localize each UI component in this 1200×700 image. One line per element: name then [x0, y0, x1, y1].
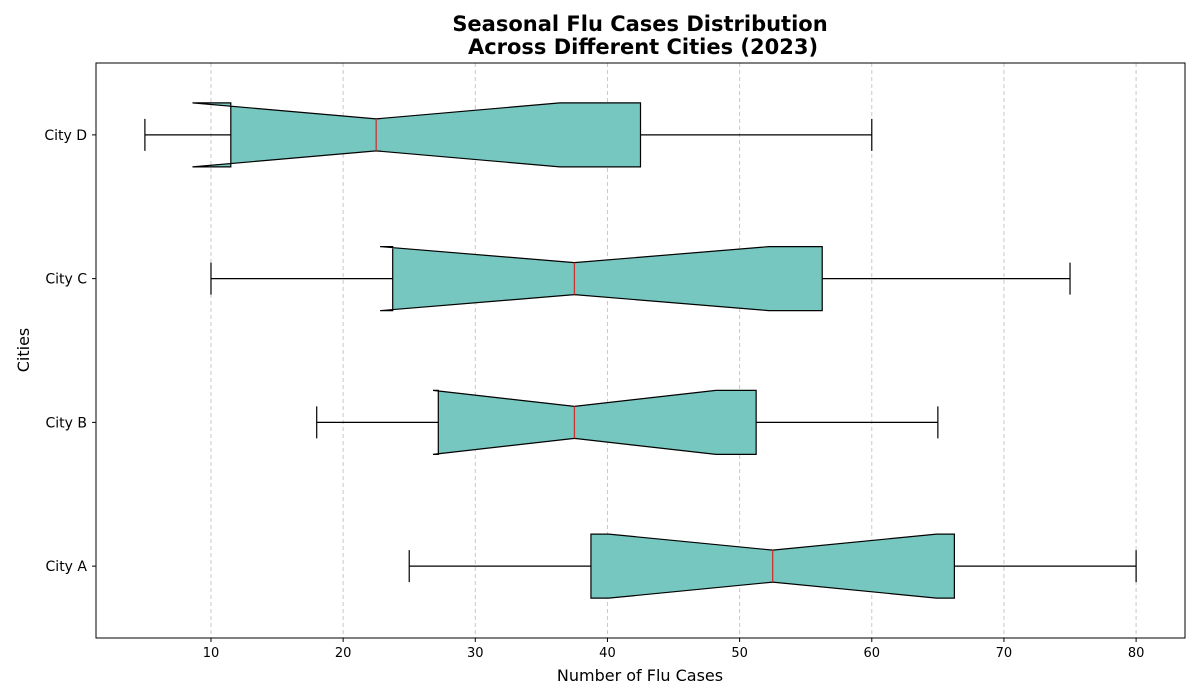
- x-tick-label: 20: [335, 646, 352, 661]
- y-axis-label: Cities: [14, 328, 33, 373]
- box-city-d: [144, 102, 873, 168]
- box-city-a: [408, 533, 1137, 599]
- x-tick-label: 70: [996, 646, 1013, 661]
- notched-box: [432, 389, 757, 455]
- box-series: [144, 102, 1137, 599]
- x-tick-label: 30: [467, 646, 484, 661]
- x-tick-label: 60: [864, 646, 881, 661]
- notched-box: [380, 246, 823, 312]
- plot-frame: [95, 62, 1186, 639]
- notched-box: [192, 102, 642, 168]
- y-tick-label: City A: [46, 559, 88, 575]
- x-axis-label: Number of Flu Cases: [557, 666, 723, 685]
- y-axis-ticks: City A City B City C City D: [44, 128, 96, 575]
- x-tick-label: 40: [599, 646, 616, 661]
- box-city-b: [316, 389, 939, 455]
- chart-title-line-1: Seasonal Flu Cases Distribution: [452, 12, 827, 36]
- y-tick-label: City C: [45, 272, 87, 288]
- chart-title-line-2: Across Different Cities (2023): [468, 35, 818, 59]
- y-tick-label: City B: [46, 415, 88, 431]
- x-tick-label: 50: [731, 646, 748, 661]
- x-tick-label: 80: [1128, 646, 1145, 661]
- x-tick-label: 10: [203, 646, 220, 661]
- box-city-c: [210, 246, 1071, 312]
- y-tick-label: City D: [44, 128, 87, 144]
- x-axis-ticks: 10 20 30 40 50 60 70 80: [203, 638, 1145, 661]
